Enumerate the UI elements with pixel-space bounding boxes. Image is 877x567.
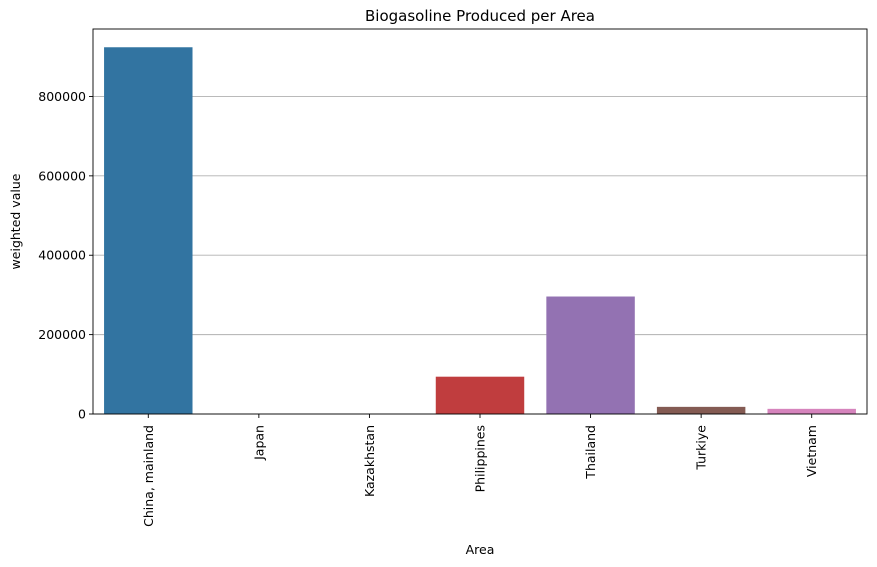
- y-tick-label: 0: [78, 407, 86, 422]
- y-axis-label: weighted value: [8, 173, 23, 269]
- plot-frame: [92, 28, 868, 415]
- bar: [767, 408, 856, 414]
- x-tick-label: Thailand: [583, 425, 598, 480]
- x-tick-label: Vietnam: [804, 425, 819, 477]
- y-axis-ticks: 0 200000 400000 600000 800000: [38, 89, 93, 422]
- x-tick-label: China, mainland: [141, 425, 156, 527]
- x-tick-label: Philippines: [473, 425, 488, 492]
- x-axis-label: Area: [466, 542, 495, 557]
- x-tick-label: Kazakhstan: [362, 425, 377, 497]
- bar: [656, 406, 746, 414]
- x-tick-label: Turkiye: [694, 425, 709, 471]
- chart-title: Biogasoline Produced per Area: [365, 7, 595, 25]
- bar: [435, 376, 525, 414]
- x-axis-ticks: China, mainland Japan Kazakhstan Philippine…: [141, 414, 819, 527]
- y-tick-label: 800000: [38, 89, 86, 104]
- y-tick-label: 400000: [38, 248, 86, 263]
- bar: [546, 296, 635, 414]
- bars: [104, 47, 856, 415]
- y-tick-label: 200000: [38, 327, 86, 342]
- y-tick-label: 600000: [38, 168, 86, 183]
- x-tick-label: Japan: [251, 425, 266, 461]
- bar: [104, 47, 193, 415]
- gridlines: [93, 96, 867, 415]
